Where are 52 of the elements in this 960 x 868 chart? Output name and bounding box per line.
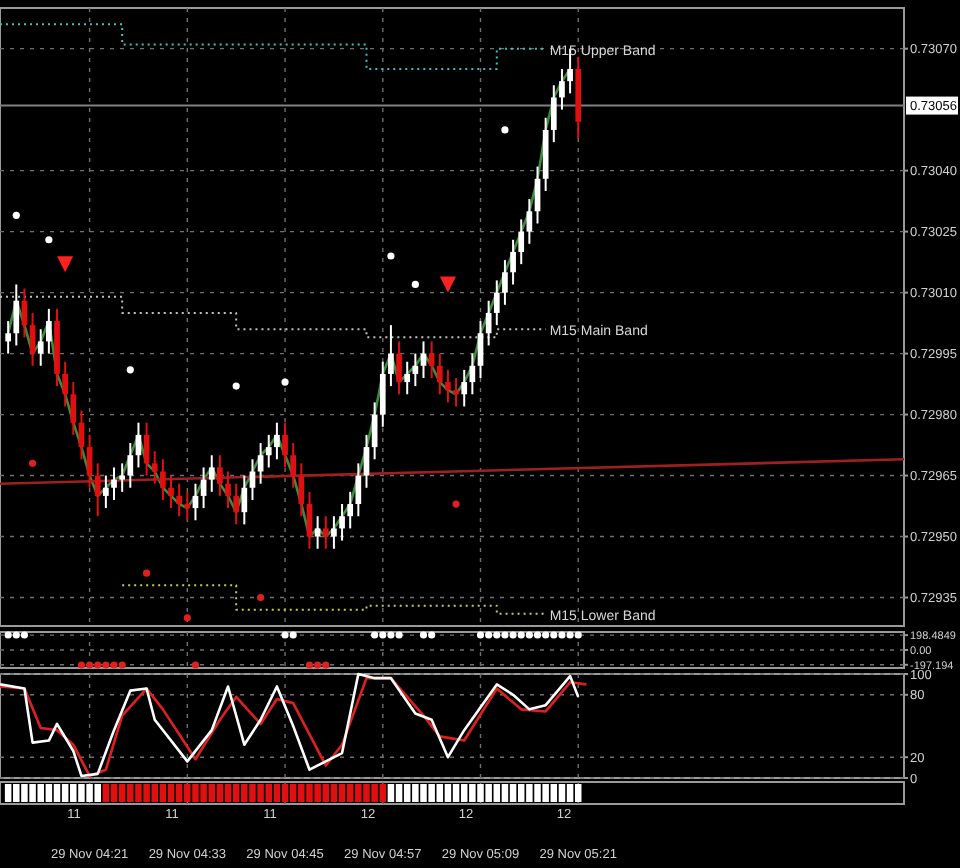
candlestick xyxy=(339,503,345,542)
candlestick xyxy=(151,450,158,485)
candlestick xyxy=(445,368,451,404)
line-series xyxy=(6,67,572,538)
candlestick xyxy=(290,442,297,489)
candlestick xyxy=(46,307,52,355)
candlestick xyxy=(225,470,231,510)
candlestick xyxy=(265,433,272,469)
candlestick xyxy=(493,279,500,327)
candlestick xyxy=(94,462,101,518)
candlestick xyxy=(314,515,321,550)
candlestick xyxy=(257,442,264,485)
candlestick xyxy=(86,433,93,489)
candlestick xyxy=(241,474,248,526)
candlestick xyxy=(208,454,215,493)
candlestick xyxy=(461,368,468,408)
candlestick xyxy=(13,283,20,347)
candlestick xyxy=(5,320,11,355)
candlestick xyxy=(274,421,280,461)
candlestick xyxy=(111,466,117,501)
candlestick xyxy=(37,328,44,367)
candlestick xyxy=(298,462,305,518)
candlestick xyxy=(29,311,36,367)
candlestick xyxy=(217,454,223,497)
candlestick xyxy=(510,238,516,286)
candlestick xyxy=(550,84,557,144)
candlestick xyxy=(347,490,354,530)
candlestick xyxy=(322,515,329,550)
candlestick xyxy=(70,381,77,436)
candlestick xyxy=(396,340,402,396)
candlestick xyxy=(233,482,240,526)
candlestick xyxy=(526,198,533,245)
candlestick xyxy=(176,482,183,518)
candlestick xyxy=(184,490,191,522)
candlestick xyxy=(363,433,370,489)
candlestick xyxy=(379,360,386,428)
candlestick xyxy=(127,442,134,489)
candlestick xyxy=(168,474,174,510)
candlestick xyxy=(282,421,288,469)
candlestick xyxy=(62,360,68,408)
candlestick xyxy=(103,474,109,510)
candlestick xyxy=(404,360,411,396)
candlestick xyxy=(331,515,337,550)
candlestick xyxy=(160,458,166,501)
candlestick xyxy=(388,324,394,388)
candlestick xyxy=(502,259,508,306)
candlestick xyxy=(436,352,443,396)
candlestick xyxy=(119,462,126,493)
candlestick xyxy=(559,67,565,111)
candlestick xyxy=(518,218,525,266)
candlestick xyxy=(453,376,459,408)
candlestick xyxy=(355,462,362,518)
